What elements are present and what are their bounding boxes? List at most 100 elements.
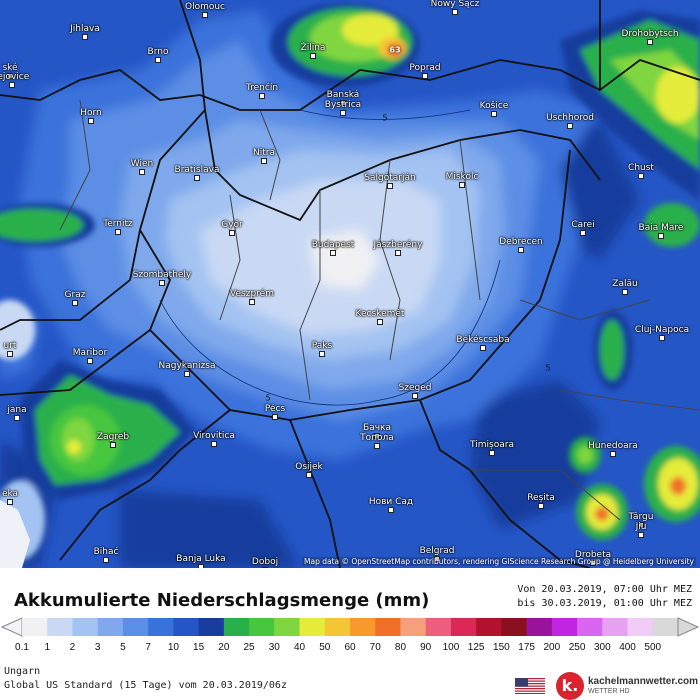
city-marker xyxy=(272,414,278,420)
scale-tick-label: 150 xyxy=(493,642,510,653)
city-label: Jihlava xyxy=(70,24,100,34)
color-scale-bar xyxy=(0,617,700,637)
contour-label: 5 xyxy=(265,393,271,403)
city-marker xyxy=(262,567,268,568)
scale-swatch xyxy=(602,618,629,636)
city-marker xyxy=(340,100,346,106)
city-marker xyxy=(374,433,380,439)
city-marker xyxy=(567,123,573,129)
city-label: Nitra xyxy=(253,148,275,158)
city-marker xyxy=(194,175,200,181)
city-label: urt xyxy=(3,341,17,351)
scale-swatch xyxy=(350,618,376,636)
city-marker xyxy=(259,93,265,99)
scale-tick-label: 60 xyxy=(344,642,356,653)
city-label: Kecskemét xyxy=(355,309,405,319)
city-marker xyxy=(377,319,383,325)
city-label: Hunedoara xyxy=(588,441,638,451)
scale-tick-label: 0.1 xyxy=(15,642,29,653)
scale-swatch xyxy=(249,618,275,636)
scale-tick-label: 90 xyxy=(420,642,432,653)
city-marker xyxy=(395,250,401,256)
city-label: Нови Сад xyxy=(368,497,414,507)
city-label: Olomouc xyxy=(184,2,226,12)
city-label: Veszprém xyxy=(230,289,274,299)
city-label: ské xyxy=(2,63,18,73)
scale-tick-label: 100 xyxy=(442,642,460,653)
city-label: Graz xyxy=(64,290,86,300)
city-label: eka xyxy=(1,489,19,499)
scale-swatch xyxy=(47,618,73,636)
city-marker xyxy=(306,472,312,478)
city-label: Žilina xyxy=(300,43,326,53)
time-from: Von 20.03.2019, 07:00 Uhr MEZ xyxy=(517,584,692,595)
scale-arrow-left xyxy=(0,617,23,637)
kachelmann-logo-icon[interactable]: k. xyxy=(556,672,584,700)
city-marker xyxy=(7,499,13,505)
city-label: Horn xyxy=(80,108,102,118)
scale-swatch xyxy=(652,618,679,636)
region-name: Ungarn xyxy=(4,666,41,677)
city-marker xyxy=(638,532,644,538)
city-marker xyxy=(658,233,664,239)
scale-tick-label: 15 xyxy=(193,642,205,653)
city-label: Drohobytsch xyxy=(621,29,679,39)
city-marker xyxy=(87,358,93,364)
city-label: Budapest xyxy=(311,240,355,250)
scale-tick-label: 125 xyxy=(467,642,485,653)
scale-tick-label: 300 xyxy=(593,642,611,653)
contour-label: 5 xyxy=(545,363,551,373)
city-marker xyxy=(638,522,644,528)
city-label: Zagreb xyxy=(96,432,130,442)
scale-swatch xyxy=(400,618,427,636)
city-label: Belgrad xyxy=(419,546,455,556)
contour-lines xyxy=(159,109,501,406)
city-label: Uschhorod xyxy=(546,113,594,123)
scale-swatch xyxy=(551,618,578,636)
precipitation-field xyxy=(0,0,700,568)
city-marker xyxy=(261,158,267,164)
city-marker xyxy=(82,34,88,40)
city-label: Carei xyxy=(571,220,595,230)
city-marker xyxy=(198,564,204,568)
city-marker xyxy=(249,299,255,305)
city-marker xyxy=(452,9,458,15)
legend-panel: Akkumulierte Niederschlagsmenge (mm) Von… xyxy=(0,568,700,700)
city-label: Debrecen xyxy=(499,237,543,247)
city-marker xyxy=(638,173,644,179)
scale-swatch xyxy=(627,618,654,636)
city-label: Timișoara xyxy=(470,440,514,450)
city-marker xyxy=(110,442,116,448)
scale-arrow-right xyxy=(677,617,700,637)
scale-tick-label: 500 xyxy=(644,642,662,653)
color-scale-ticks: 0.1 1 2 3 5 7 10 15 20 25 30 40 50 60 70 80 90 100 125 150 1… xyxy=(0,642,700,656)
city-marker xyxy=(7,351,13,357)
city-label: Бачка xyxy=(363,423,391,433)
city-marker xyxy=(139,169,145,175)
scale-swatch xyxy=(450,618,477,636)
city-label: Jászberény xyxy=(373,240,423,250)
scale-swatch xyxy=(501,618,528,636)
max-value-label: 63 xyxy=(389,45,401,55)
city-label: Virovitica xyxy=(193,431,235,441)
city-label: Cluj-Napoca xyxy=(634,325,690,335)
city-marker xyxy=(155,57,161,63)
city-label: Bihać xyxy=(93,547,119,557)
scale-tick-label: 70 xyxy=(369,642,381,653)
city-marker xyxy=(622,289,628,295)
city-marker xyxy=(72,300,78,306)
scale-swatch xyxy=(97,618,124,636)
city-marker xyxy=(374,443,380,449)
city-label: Osijek xyxy=(295,462,323,472)
city-marker xyxy=(388,507,394,513)
scale-tick-label: 40 xyxy=(293,642,306,653)
scale-tick-label: 2 xyxy=(69,642,76,653)
scale-swatch xyxy=(425,618,452,636)
scale-swatch xyxy=(274,618,301,636)
city-marker xyxy=(115,229,121,235)
precipitation-map[interactable]: Olomouc Nowy Sącz Jihlava Žilina Drohobytsch… xyxy=(0,0,700,568)
city-label: Doboj xyxy=(251,557,279,567)
scale-swatch xyxy=(148,618,174,636)
brand-name[interactable]: kachelmannwetter.com xyxy=(588,676,699,687)
legend-title: Akkumulierte Niederschlagsmenge (mm) xyxy=(14,590,430,611)
